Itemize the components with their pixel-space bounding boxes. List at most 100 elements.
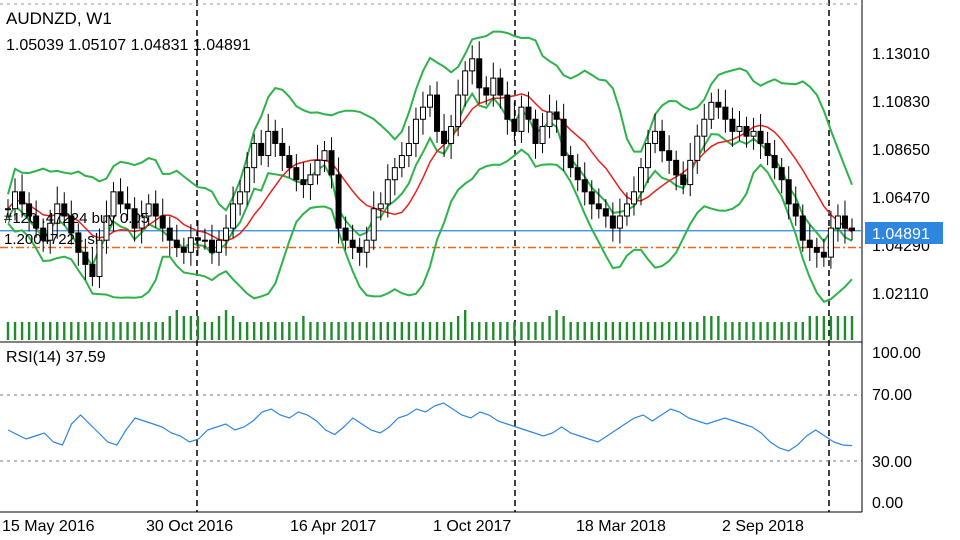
volume-bar (829, 316, 833, 340)
volume-bar (667, 322, 671, 340)
volume-bar (724, 322, 727, 340)
volume-bar (295, 322, 298, 340)
volume-bar (449, 322, 453, 340)
volume-bar (133, 322, 136, 340)
candle-body (208, 239, 215, 253)
volume-bar (850, 316, 854, 340)
candle-body (511, 118, 518, 132)
volume-bar (147, 322, 150, 340)
volume-bar (56, 322, 59, 340)
volume-bar (245, 322, 249, 340)
candle-body (455, 94, 462, 128)
candle-body (412, 118, 419, 144)
volume-bar (534, 322, 537, 340)
candle-body (476, 58, 483, 89)
candle-body (680, 174, 687, 186)
candle-body (110, 191, 117, 217)
volume-bar (281, 322, 284, 340)
volume-bar (140, 322, 143, 340)
volume-bar (238, 322, 242, 340)
rsi-tick-100: 100.00 (872, 345, 921, 362)
candle-body (659, 130, 666, 152)
volume-bar (527, 322, 530, 340)
candle-body (251, 142, 258, 169)
volume-bar (112, 322, 115, 340)
candle-body (434, 94, 441, 132)
candle-body (849, 227, 855, 232)
candle-body (799, 215, 806, 241)
candle-body (398, 155, 405, 169)
candle-body (180, 246, 187, 253)
candle-body (216, 239, 222, 253)
volume-bar (674, 322, 678, 340)
volume-bar (260, 322, 263, 340)
candle-body (300, 179, 307, 186)
volume-bar (84, 322, 87, 340)
candle-body (237, 191, 244, 205)
volume-bar (63, 322, 66, 340)
price-tick-3: 1.08650 (872, 142, 930, 159)
volume-bar (372, 322, 375, 340)
candle-body (497, 77, 504, 96)
volume-bar (604, 322, 608, 340)
rsi-tick-70: 70.00 (872, 387, 912, 404)
candle-body (356, 246, 363, 253)
volume-bar (379, 322, 382, 340)
candle-body (145, 203, 152, 217)
volume-bar (105, 322, 108, 340)
volume-bar (98, 322, 101, 340)
candle-body (539, 126, 546, 144)
candle-body (834, 215, 841, 229)
volume-bar (717, 316, 720, 340)
bollinger-upper-band (7, 30, 853, 212)
volume-bar (513, 322, 516, 340)
symbol-title: AUDNZD, W1 (6, 9, 112, 28)
volume-bar (302, 316, 305, 340)
candle-body (96, 239, 103, 277)
volume-bar (822, 316, 826, 340)
candle-body (469, 58, 476, 72)
volume-bar (506, 322, 509, 340)
volume-bar (421, 322, 425, 340)
candle-body (638, 167, 644, 193)
volume-bar (548, 316, 551, 340)
volume-bar (323, 322, 326, 340)
candle-body (335, 174, 342, 229)
current-price-badge: 1.04891 (865, 222, 943, 244)
volume-bar (344, 322, 347, 340)
volume-bar (555, 310, 558, 340)
candle-body (750, 130, 757, 137)
candle-body (47, 222, 54, 241)
volume-bar (161, 322, 164, 340)
volume-bar (471, 322, 474, 340)
volume-bar (808, 316, 811, 340)
order-label-1: #120 .47224 buy 0.05 (4, 210, 149, 227)
candle-body (314, 159, 321, 176)
volume-bar (463, 310, 467, 340)
volume-bar (801, 322, 804, 340)
candle-body (813, 246, 820, 253)
volume-bar (478, 322, 481, 340)
volume-bar (435, 322, 439, 340)
candle-body (159, 215, 166, 229)
candle-body (778, 167, 785, 181)
volume-bar (337, 322, 340, 340)
candle-body (806, 239, 813, 248)
price-panel[interactable] (0, 0, 863, 343)
candle-body (595, 203, 602, 210)
candle-body (286, 155, 293, 169)
rsi-panel[interactable] (0, 342, 863, 513)
volume-bar (34, 322, 38, 340)
volume-bar (696, 322, 699, 340)
candle-body (40, 227, 47, 241)
candle-body (841, 215, 848, 229)
candle-body (827, 227, 834, 258)
volume-bar (91, 322, 94, 340)
volume-bar (576, 322, 579, 340)
volume-bar (562, 316, 565, 340)
volume-bar (597, 322, 600, 340)
rsi-tick-30: 30.00 (872, 454, 912, 471)
volume-bar (442, 322, 446, 340)
candle-body (736, 126, 743, 132)
